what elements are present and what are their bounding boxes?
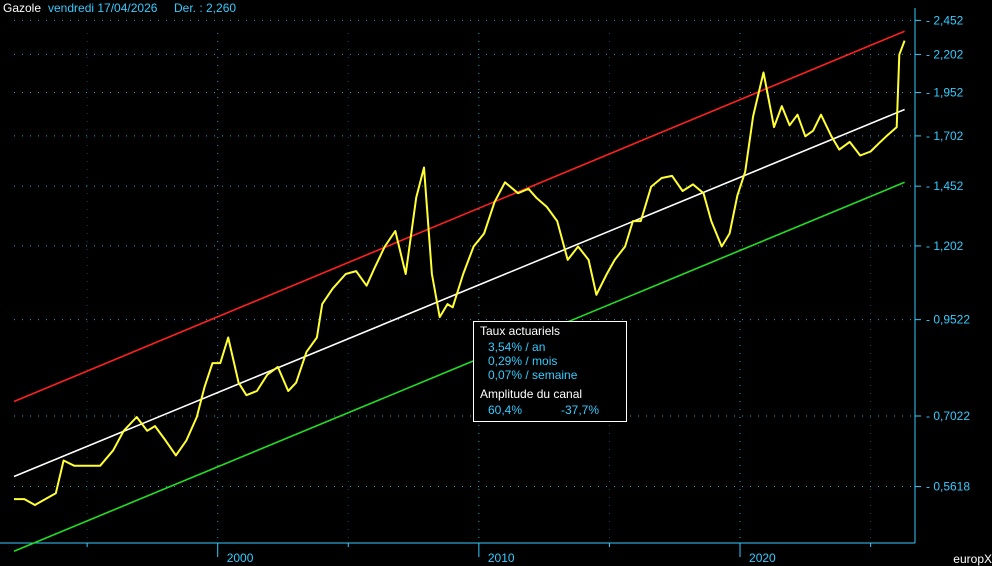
lower-channel-line xyxy=(13,181,905,552)
rate-year: 3,54% / an xyxy=(488,340,546,354)
y-tick-label-1: - 2,202 xyxy=(926,47,964,61)
amplitude-down: -37,7% xyxy=(561,403,600,417)
channel-info-box: Taux actuariels 3,54% / an 0,29% / mois … xyxy=(473,321,627,422)
brand-logo: europX xyxy=(953,552,992,566)
y-tick-label-2: - 1,952 xyxy=(926,86,964,100)
price-line xyxy=(14,40,906,506)
y-tick-label-0: - 2,452 xyxy=(926,13,964,27)
upper-channel-line xyxy=(13,30,905,403)
y-tick-label-8: - 0,5618 xyxy=(926,480,970,494)
x-tick-label-2000: 2000 xyxy=(227,551,254,565)
y-tick-label-7: - 0,7022 xyxy=(926,409,970,423)
x-tick-label-2020: 2020 xyxy=(749,551,776,565)
rate-month: 0,29% / mois xyxy=(488,354,558,368)
y-tick-label-4: - 1,452 xyxy=(926,179,964,193)
last-price: Der. : 2,260 xyxy=(174,1,237,15)
channel-title: Amplitude du canal xyxy=(480,387,583,401)
y-tick-label-5: - 1,202 xyxy=(926,239,964,253)
middle-channel-line xyxy=(13,108,905,478)
y-tick-label-6: - 0,9522 xyxy=(926,313,970,327)
instrument-name: Gazole xyxy=(3,1,42,15)
y-tick-label-3: - 1,702 xyxy=(926,129,964,143)
amplitude-up: 60,4% xyxy=(488,403,523,417)
rates-title: Taux actuariels xyxy=(480,324,561,338)
quote-date: vendredi 17/04/2026 xyxy=(48,1,158,15)
rate-week: 0,07% / semaine xyxy=(488,368,578,382)
x-tick-label-2010: 2010 xyxy=(488,551,515,565)
